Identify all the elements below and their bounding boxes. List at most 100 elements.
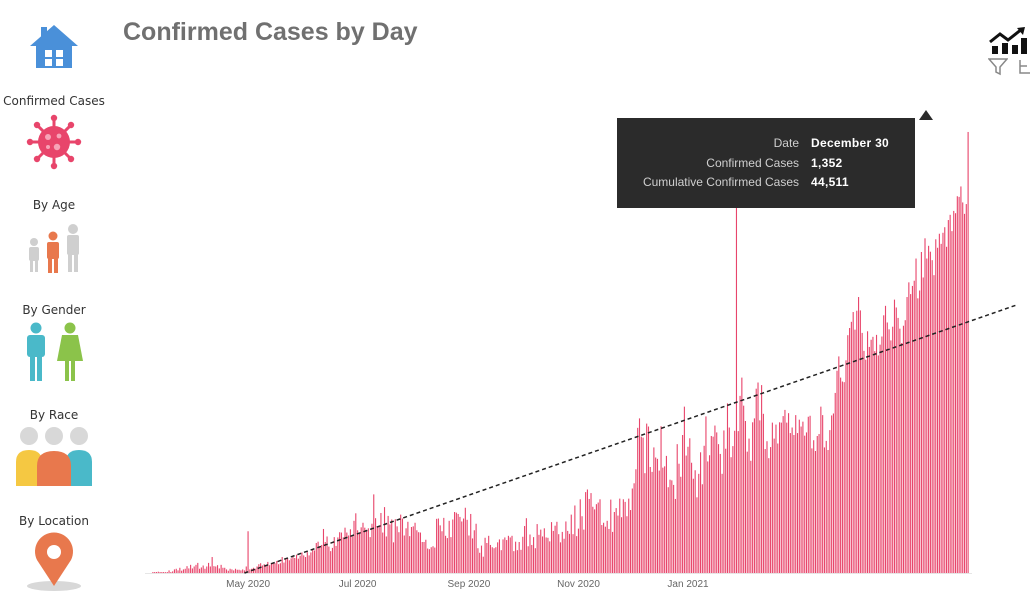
bar[interactable] bbox=[893, 299, 896, 573]
bar[interactable] bbox=[689, 438, 691, 573]
bar[interactable] bbox=[256, 566, 258, 573]
bar[interactable] bbox=[956, 196, 958, 574]
bar[interactable] bbox=[574, 505, 576, 573]
bar[interactable] bbox=[225, 569, 228, 573]
bar[interactable] bbox=[967, 131, 969, 573]
bar[interactable] bbox=[454, 512, 456, 573]
bar[interactable] bbox=[820, 406, 822, 573]
bar[interactable] bbox=[279, 563, 281, 573]
bar[interactable] bbox=[543, 528, 545, 573]
bar[interactable] bbox=[838, 356, 840, 573]
nav-confirmed-cases[interactable]: Confirmed Cases bbox=[0, 94, 108, 170]
bar[interactable] bbox=[840, 377, 842, 573]
bar[interactable] bbox=[660, 426, 662, 573]
bar[interactable] bbox=[708, 455, 711, 573]
bar[interactable] bbox=[671, 480, 673, 573]
bar[interactable] bbox=[191, 568, 193, 573]
bar[interactable] bbox=[620, 517, 623, 573]
bar[interactable] bbox=[940, 243, 942, 574]
bar[interactable] bbox=[184, 568, 186, 573]
bar[interactable] bbox=[938, 233, 940, 574]
bar[interactable] bbox=[800, 426, 802, 573]
bar[interactable] bbox=[509, 537, 511, 573]
bar[interactable] bbox=[789, 433, 791, 573]
bar[interactable] bbox=[825, 440, 827, 573]
bar[interactable] bbox=[491, 547, 493, 573]
bar[interactable] bbox=[385, 536, 387, 573]
bar[interactable] bbox=[617, 515, 619, 573]
bar[interactable] bbox=[854, 329, 856, 573]
bar[interactable] bbox=[807, 416, 809, 573]
bar[interactable] bbox=[563, 538, 565, 573]
bar[interactable] bbox=[545, 537, 547, 573]
bar[interactable] bbox=[795, 415, 797, 573]
bar[interactable] bbox=[193, 566, 195, 573]
bar[interactable] bbox=[710, 435, 712, 573]
bar[interactable] bbox=[498, 539, 500, 573]
bar[interactable] bbox=[475, 523, 477, 573]
bar[interactable] bbox=[470, 513, 472, 573]
bar[interactable] bbox=[340, 532, 342, 573]
bar[interactable] bbox=[782, 416, 784, 573]
bar[interactable] bbox=[714, 425, 716, 573]
nav-home[interactable] bbox=[0, 22, 108, 70]
bar[interactable] bbox=[879, 344, 881, 573]
bar[interactable] bbox=[669, 479, 671, 573]
bar[interactable] bbox=[802, 421, 804, 573]
bar[interactable] bbox=[401, 518, 404, 573]
bar[interactable] bbox=[547, 537, 549, 573]
bar[interactable] bbox=[673, 484, 675, 573]
bar[interactable] bbox=[901, 343, 903, 573]
bar[interactable] bbox=[473, 530, 475, 573]
bar[interactable] bbox=[216, 565, 219, 573]
bar[interactable] bbox=[270, 562, 272, 573]
bar[interactable] bbox=[506, 540, 508, 573]
bar[interactable] bbox=[186, 566, 188, 573]
bar[interactable] bbox=[227, 570, 229, 573]
bar[interactable] bbox=[292, 557, 294, 573]
bar[interactable] bbox=[155, 572, 158, 573]
bar[interactable] bbox=[631, 488, 633, 573]
bar[interactable] bbox=[766, 441, 768, 573]
bar[interactable] bbox=[958, 196, 960, 573]
bar[interactable] bbox=[750, 460, 752, 573]
bar[interactable] bbox=[515, 541, 517, 573]
bar[interactable] bbox=[911, 285, 913, 573]
bar[interactable] bbox=[369, 537, 371, 573]
bar[interactable] bbox=[400, 514, 402, 573]
bar[interactable] bbox=[705, 416, 707, 573]
bar[interactable] bbox=[427, 548, 429, 573]
bar[interactable] bbox=[937, 247, 939, 573]
bar[interactable] bbox=[583, 529, 585, 573]
bar[interactable] bbox=[342, 537, 344, 573]
bar[interactable] bbox=[962, 202, 964, 573]
bar[interactable] bbox=[466, 519, 468, 573]
bar[interactable] bbox=[676, 444, 678, 573]
bar[interactable] bbox=[493, 548, 495, 573]
bar[interactable] bbox=[917, 298, 919, 573]
bar[interactable] bbox=[480, 545, 483, 573]
bar[interactable] bbox=[913, 280, 915, 573]
bar[interactable] bbox=[525, 518, 527, 573]
bar[interactable] bbox=[744, 420, 746, 573]
bar[interactable] bbox=[561, 531, 563, 573]
bar[interactable] bbox=[335, 545, 337, 573]
bar[interactable] bbox=[242, 569, 244, 573]
bar[interactable] bbox=[247, 531, 249, 573]
bar[interactable] bbox=[297, 558, 299, 573]
bar[interactable] bbox=[771, 422, 773, 573]
bar[interactable] bbox=[752, 422, 754, 573]
bar[interactable] bbox=[762, 413, 764, 573]
bar[interactable] bbox=[448, 520, 450, 573]
bar[interactable] bbox=[739, 395, 741, 573]
bar[interactable] bbox=[364, 527, 366, 573]
bar[interactable] bbox=[418, 532, 420, 573]
bar[interactable] bbox=[753, 418, 755, 573]
bar[interactable] bbox=[181, 570, 183, 573]
bar[interactable] bbox=[154, 572, 156, 573]
bar[interactable] bbox=[649, 466, 651, 573]
bar[interactable] bbox=[655, 457, 657, 573]
bar[interactable] bbox=[428, 549, 430, 573]
bar[interactable] bbox=[716, 432, 718, 573]
bar[interactable] bbox=[500, 550, 502, 573]
